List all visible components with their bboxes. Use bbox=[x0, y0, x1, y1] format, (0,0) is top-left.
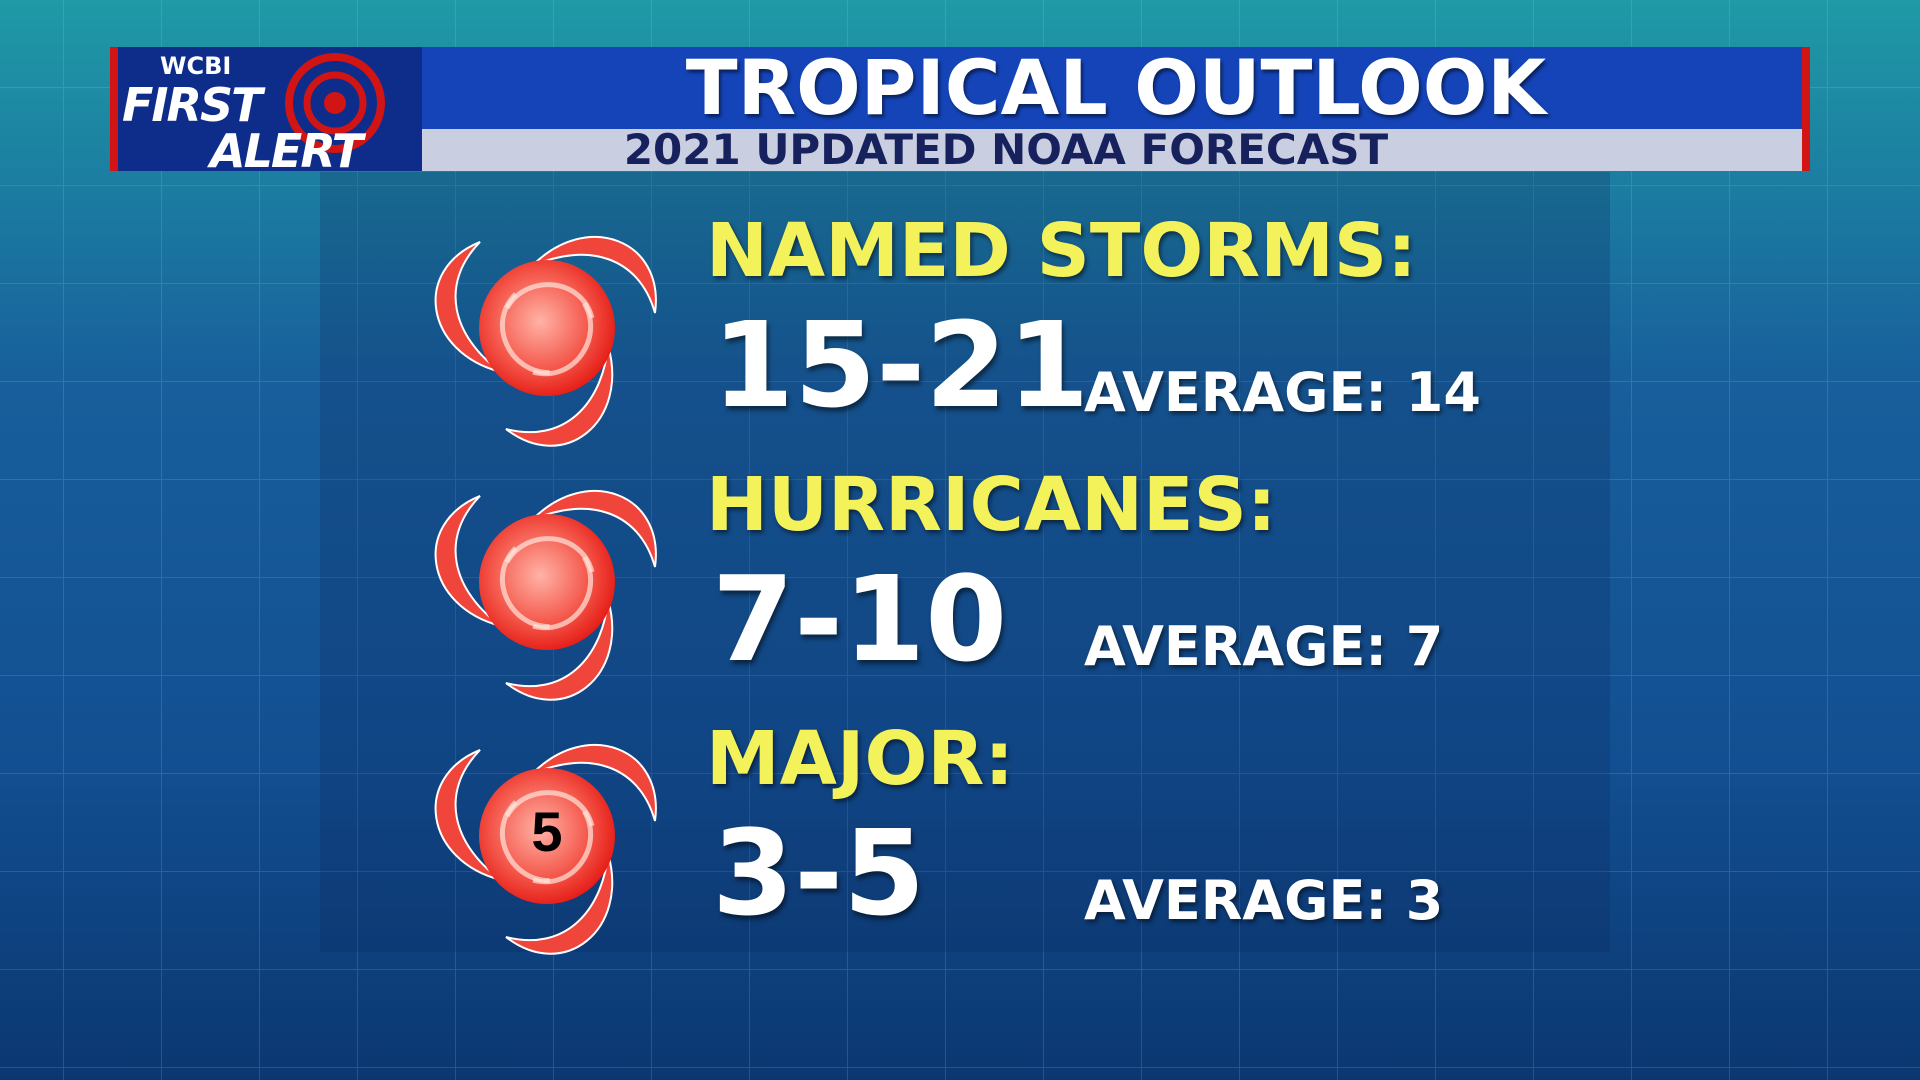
subtitle: 2021 UPDATED NOAA FORECAST bbox=[623, 125, 1389, 174]
row-label: HURRICANES: bbox=[706, 462, 1277, 548]
icon-label-text: 5 bbox=[531, 800, 563, 863]
logo-text: ALERT bbox=[210, 124, 363, 178]
logo-station: WCBI bbox=[160, 52, 232, 80]
forecast: 15-21 bbox=[712, 296, 1090, 434]
subtitle-bar bbox=[422, 129, 1810, 171]
average: AVERAGE: 7 bbox=[1084, 615, 1444, 678]
average: AVERAGE: 3 bbox=[1084, 869, 1444, 932]
average: AVERAGE: 14 bbox=[1084, 361, 1481, 424]
forecast: 7-10 bbox=[712, 550, 1008, 688]
row-label: MAJOR: bbox=[706, 716, 1014, 802]
logo-radar bbox=[285, 53, 385, 153]
title: TROPICAL OUTLOOK bbox=[685, 43, 1547, 132]
forecast: 3-5 bbox=[712, 804, 926, 942]
row-label: NAMED STORMS: bbox=[706, 208, 1417, 294]
logo-text: FIRST bbox=[122, 78, 262, 132]
